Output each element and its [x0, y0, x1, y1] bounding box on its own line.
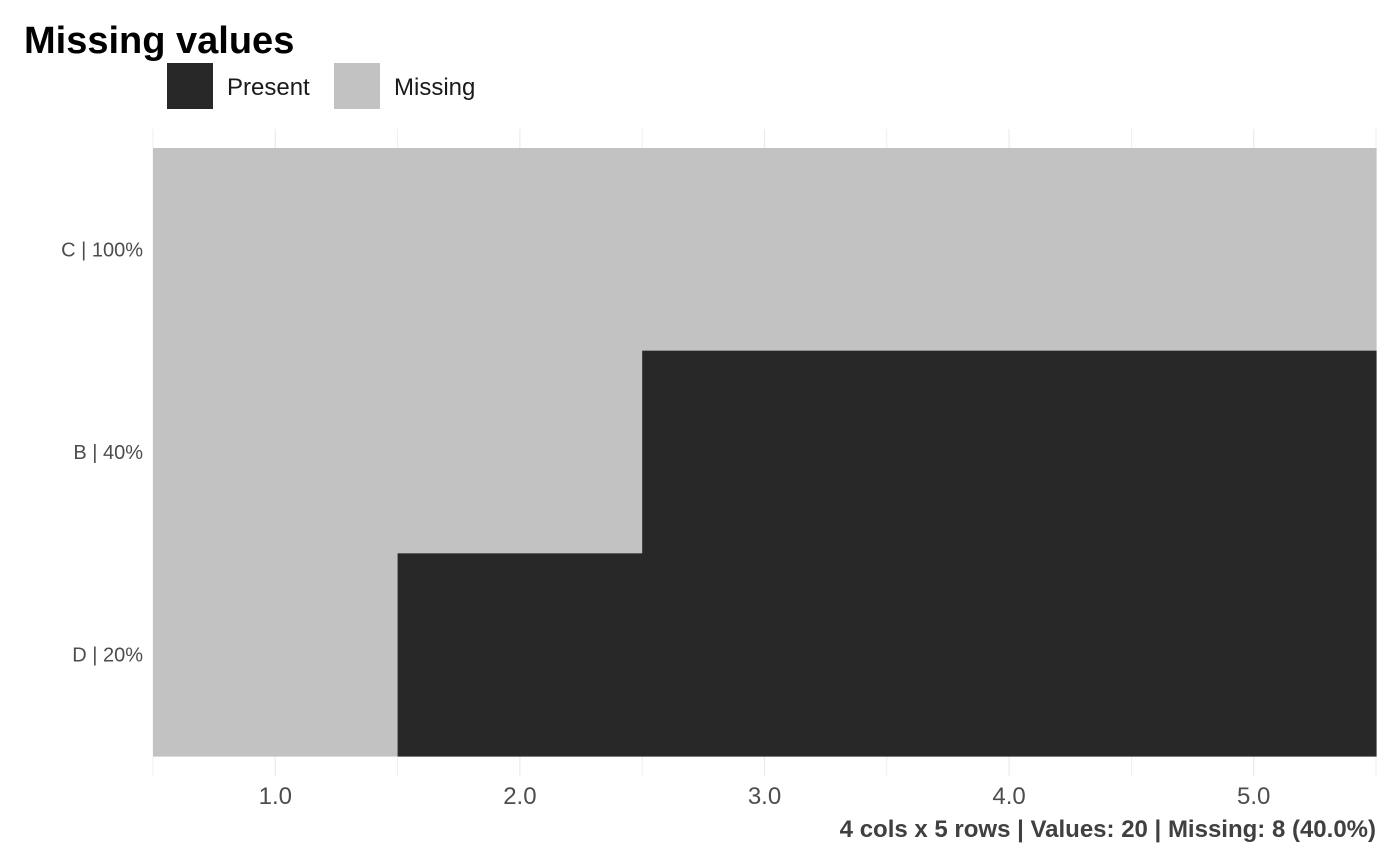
tile-present [886, 553, 1132, 757]
tile-missing [886, 148, 1132, 352]
x-tick-label: 1.0 [259, 783, 292, 810]
x-tick-label: 4.0 [992, 783, 1025, 810]
chart-title: Missing values [24, 20, 294, 62]
tile-present [1131, 350, 1377, 554]
legend: Present Missing [167, 63, 475, 109]
tile-present [642, 553, 888, 757]
legend-swatch-missing [334, 63, 380, 109]
tile-present [397, 553, 643, 757]
tile-present [1131, 553, 1377, 757]
legend-swatch-present [167, 63, 213, 109]
tile-missing [397, 350, 643, 554]
y-axis: C | 100% B | 40% D | 20% [61, 239, 143, 666]
tile-missing [153, 350, 399, 554]
tile-grid [153, 148, 1377, 757]
x-axis: 1.0 2.0 3.0 4.0 5.0 [259, 783, 1271, 810]
tile-missing [153, 553, 399, 757]
chart-caption: 4 cols x 5 rows | Values: 20 | Missing: … [840, 816, 1376, 843]
y-tick-label: D | 20% [72, 645, 143, 667]
legend-label-missing: Missing [394, 74, 475, 101]
x-tick-label: 2.0 [503, 783, 536, 810]
tile-missing [642, 148, 888, 352]
y-tick-label: B | 40% [73, 442, 143, 464]
tile-present [642, 350, 888, 554]
x-tick-label: 3.0 [748, 783, 781, 810]
y-tick-label: C | 100% [61, 239, 143, 261]
tile-missing [153, 148, 399, 352]
x-tick-label: 5.0 [1237, 783, 1270, 810]
tile-missing [397, 148, 643, 352]
legend-label-present: Present [227, 74, 310, 101]
tile-present [886, 350, 1132, 554]
tile-missing [1131, 148, 1377, 352]
